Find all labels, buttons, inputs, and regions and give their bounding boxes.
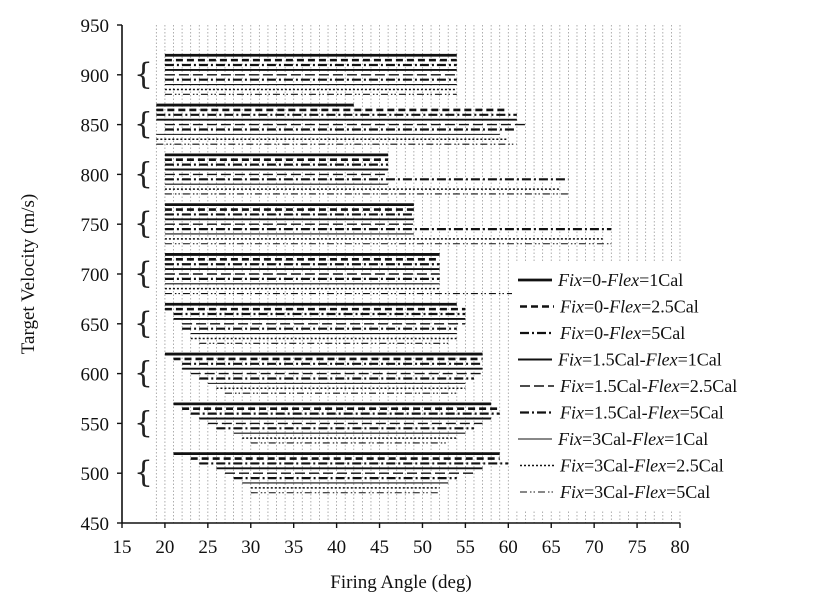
- x-tick-label: 15: [113, 537, 132, 558]
- group-brace: {: [134, 356, 153, 391]
- group-brace: {: [134, 256, 153, 291]
- legend-label: Fix=1.5Cal-Flex=2.5Cal: [559, 376, 737, 396]
- group-brace: {: [134, 206, 153, 241]
- y-tick-label: 700: [81, 265, 110, 286]
- y-tick-label: 950: [81, 16, 110, 37]
- group-brace: {: [134, 107, 153, 142]
- group-brace: {: [134, 455, 153, 490]
- x-tick-label: 80: [671, 537, 690, 558]
- y-tick-label: 500: [81, 464, 110, 485]
- legend-label: Fix=3Cal-Flex=5Cal: [559, 482, 710, 502]
- x-tick-label: 70: [585, 537, 604, 558]
- legend-label: Fix=1.5Cal-Flex=5Cal: [559, 403, 724, 423]
- y-tick-label: 850: [81, 116, 110, 137]
- group-braces: { { { { { { { { {: [134, 57, 153, 490]
- x-tick-label: 65: [542, 537, 561, 558]
- legend-label: Fix=1.5Cal-Flex=1Cal: [557, 350, 722, 370]
- y-tick-label: 650: [81, 315, 110, 336]
- y-tick-label: 900: [81, 66, 110, 87]
- x-tick-label: 45: [370, 537, 389, 558]
- x-axis-label: Firing Angle (deg): [330, 572, 471, 593]
- x-tick-label: 25: [198, 537, 217, 558]
- legend-label: Fix=0-Flex=2.5Cal: [559, 297, 699, 317]
- y-tick-label: 550: [81, 414, 110, 435]
- x-tick-label: 20: [155, 537, 174, 558]
- tick-labels: 450 500 550 600 650 700 750 800 850 900 950 15 20 25 3…: [81, 16, 690, 558]
- legend: Fix=0-Flex=1Cal Fix=0-Flex=2.5Cal Fix=0-Fl…: [512, 262, 810, 510]
- group-brace: {: [134, 405, 153, 440]
- legend-label: Fix=0-Flex=1Cal: [557, 270, 683, 290]
- legend-background: [512, 262, 810, 510]
- group-brace: {: [134, 57, 153, 92]
- series-lines: [156, 53, 638, 494]
- x-tick-label: 40: [327, 537, 346, 558]
- x-tick-label: 60: [499, 537, 518, 558]
- x-tick-label: 55: [456, 537, 475, 558]
- x-tick-label: 30: [241, 537, 260, 558]
- y-axis-label: Target Velocity (m/s): [18, 194, 39, 355]
- y-tick-label: 750: [81, 215, 110, 236]
- y-tick-label: 600: [81, 365, 110, 386]
- y-tick-label: 450: [81, 514, 110, 535]
- legend-label: Fix=3Cal-Flex=2.5Cal: [559, 456, 724, 476]
- group-brace: {: [134, 156, 153, 191]
- legend-label: Fix=3Cal-Flex=1Cal: [557, 429, 708, 449]
- group-brace: {: [134, 306, 153, 341]
- legend-label: Fix=0-Flex=5Cal: [559, 323, 685, 343]
- x-tick-label: 75: [628, 537, 647, 558]
- x-tick-label: 35: [284, 537, 303, 558]
- x-tick-label: 50: [413, 537, 432, 558]
- y-tick-label: 800: [81, 165, 110, 186]
- axes: [117, 24, 681, 528]
